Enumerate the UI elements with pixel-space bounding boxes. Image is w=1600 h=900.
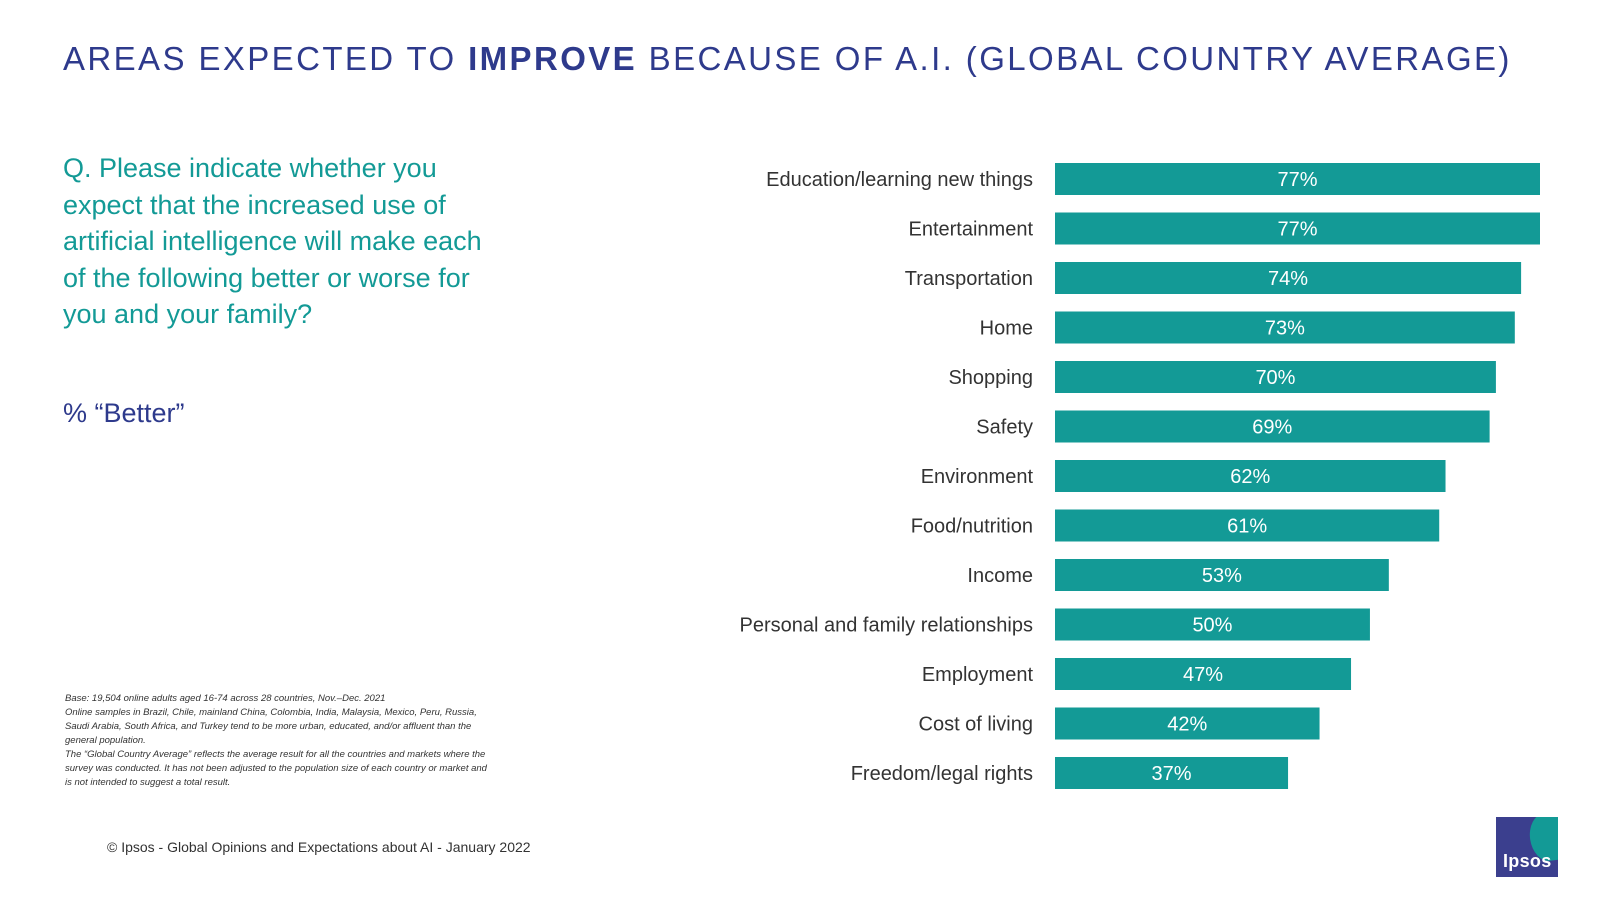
category-label: Freedom/legal rights <box>851 763 1033 785</box>
survey-question: Q. Please indicate whether you expect th… <box>63 153 482 329</box>
title-emphasis: IMPROVE <box>468 40 638 77</box>
bar <box>1055 460 1446 492</box>
bar <box>1055 559 1389 591</box>
category-label: Environment <box>921 466 1034 488</box>
bar <box>1055 608 1370 641</box>
measure-label: % “Better” <box>63 398 185 428</box>
bar <box>1055 410 1490 443</box>
value-label: 77% <box>1277 219 1317 241</box>
value-label: 77% <box>1277 169 1317 191</box>
category-label: Personal and family relationships <box>740 615 1034 637</box>
category-label: Home <box>980 318 1033 340</box>
value-label: 61% <box>1227 516 1267 538</box>
ipsos-logo: Ipsos <box>1496 817 1558 877</box>
category-label: Transportation <box>905 268 1033 290</box>
title-suffix: BECAUSE OF A.I. (GLOBAL COUNTRY AVERAGE) <box>637 40 1512 77</box>
value-label: 50% <box>1192 615 1232 637</box>
ipsos-logo-text: Ipsos <box>1503 851 1552 871</box>
bar <box>1055 262 1522 294</box>
copyright-footer: © Ipsos - Global Opinions and Expectatio… <box>107 839 531 855</box>
bar <box>1055 757 1289 789</box>
category-label: Employment <box>922 664 1034 686</box>
bar <box>1055 163 1540 195</box>
bar <box>1055 361 1496 393</box>
value-label: 47% <box>1183 664 1223 686</box>
title-prefix: AREAS EXPECTED TO <box>63 40 469 77</box>
value-label: 74% <box>1268 268 1308 290</box>
category-label: Cost of living <box>919 714 1034 736</box>
bar <box>1055 311 1515 344</box>
category-label: Income <box>967 565 1033 587</box>
category-label: Shopping <box>948 367 1033 389</box>
value-label: 70% <box>1255 367 1295 389</box>
category-label: Education/learning new things <box>766 169 1033 191</box>
base-footnote: Base: 19,504 online adults aged 16-74 ac… <box>65 692 490 790</box>
bar <box>1055 658 1352 690</box>
category-label: Entertainment <box>908 219 1033 241</box>
value-label: 62% <box>1230 466 1270 488</box>
value-label: 37% <box>1152 763 1192 785</box>
base-note-sample: Base: 19,504 online adults aged 16-74 ac… <box>65 693 386 704</box>
bar <box>1055 707 1320 740</box>
value-label: 53% <box>1202 565 1242 587</box>
category-label: Safety <box>976 417 1033 439</box>
bar <box>1055 509 1440 542</box>
value-label: 73% <box>1265 318 1305 340</box>
category-label: Food/nutrition <box>911 516 1033 538</box>
value-label: 42% <box>1167 714 1207 736</box>
base-note-global-average: The “Global Country Average” reflects th… <box>65 749 487 788</box>
value-label: 69% <box>1252 417 1292 439</box>
bar <box>1055 212 1540 245</box>
page-title: AREAS EXPECTED TO IMPROVE BECAUSE OF A.I… <box>63 40 1512 78</box>
base-note-online-samples: Online samples in Brazil, Chile, mainlan… <box>65 707 477 746</box>
